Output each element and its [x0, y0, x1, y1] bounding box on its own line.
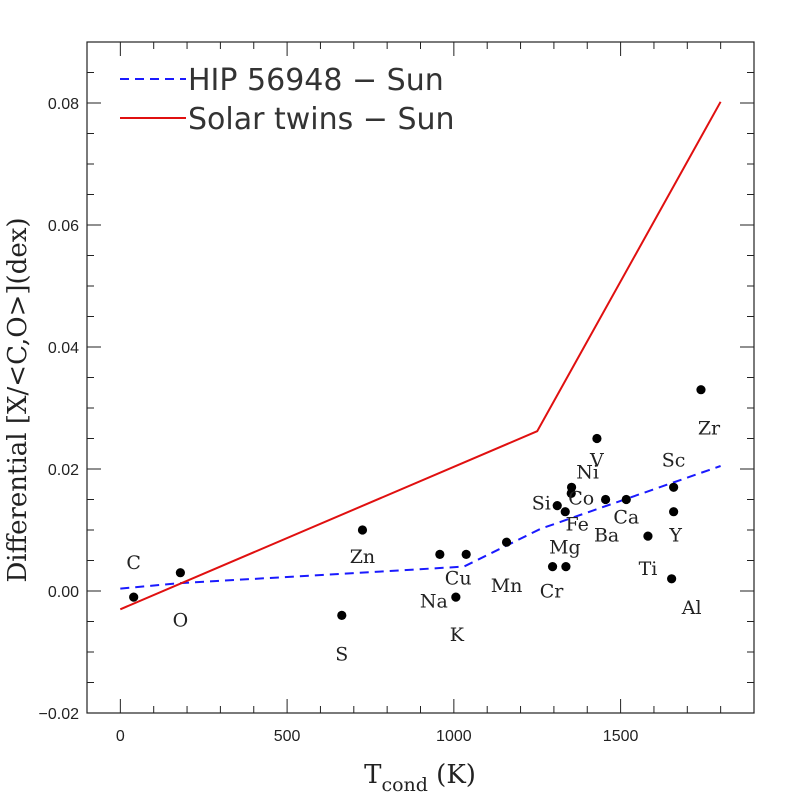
x-axis-title: Tcond (K) [364, 760, 476, 796]
x-tick-label: 500 [274, 728, 301, 745]
data-points: C O S Zn NaK Cu Mn Cr Mg Si Fe Co Ni Ba V Ca Ti Sc Y Al Zr [126, 385, 721, 665]
point-label-co: Co [568, 487, 594, 509]
data-point-zr [696, 385, 706, 395]
point-label-mg: Mg [549, 537, 581, 559]
point-label-y: Y [668, 525, 682, 547]
data-point-o [175, 568, 185, 578]
data-point-fe [560, 507, 570, 517]
legend-label: Solar twins − Sun [188, 102, 455, 137]
y-tick-label: 0.08 [48, 96, 79, 113]
point-label-cu: Cu [445, 567, 472, 589]
legend: HIP 56948 − Sun Solar twins − Sun [120, 63, 455, 137]
x-tick-label: 1000 [436, 728, 472, 745]
point-label-na: Na [420, 590, 448, 612]
series-lines [119, 101, 722, 611]
point-label-ni: Ni [576, 461, 599, 483]
data-point-s [337, 610, 347, 621]
point-label-ba: Ba [594, 525, 619, 547]
data-point-na [435, 549, 445, 560]
data-point-zn [357, 525, 368, 535]
point-label-k: K [450, 624, 465, 646]
data-point-v [592, 433, 602, 444]
y-tick-label: 0.04 [48, 340, 79, 357]
x-tick-label: 1500 [603, 728, 639, 745]
data-point-y [669, 507, 679, 517]
y-tick-label: 0.06 [48, 218, 79, 235]
point-label-si: Si [532, 493, 551, 515]
point-label-v: V [589, 450, 604, 472]
data-point-cu [461, 549, 471, 560]
data-point-mn [501, 537, 512, 547]
data-point-cr [547, 562, 558, 572]
x-axis: 0 500 1000 1500 [86, 42, 755, 745]
data-point-k [451, 592, 461, 602]
point-label-cr: Cr [540, 581, 565, 603]
point-label-mn: Mn [491, 575, 523, 597]
y-tick-label: 0.00 [48, 584, 79, 601]
point-label-zn: Zn [350, 546, 375, 568]
point-label-al: Al [681, 597, 702, 619]
series-line-solar-twins [119, 101, 722, 611]
point-label-ti: Ti [639, 558, 658, 580]
data-point-ba [600, 494, 611, 505]
data-point-mg [561, 562, 571, 572]
point-label-ca: Ca [613, 507, 639, 529]
data-point-ti [643, 531, 653, 541]
x-tick-label: 0 [116, 728, 125, 745]
legend-label: HIP 56948 − Sun [188, 63, 444, 98]
y-tick-label: −0.02 [39, 706, 80, 723]
point-label-zr: Zr [698, 418, 721, 440]
point-label-sc: Sc [662, 449, 686, 471]
data-point-ca [621, 494, 631, 505]
data-point-ni [566, 482, 577, 492]
data-point-sc [669, 482, 679, 492]
data-point-si [552, 501, 562, 511]
point-label-o: O [173, 610, 189, 632]
series-line-hip56948 [120, 465, 721, 590]
point-label-s: S [335, 643, 348, 665]
point-label-c: C [126, 552, 141, 574]
data-point-c [129, 592, 139, 602]
y-axis-title: Differential [X/<C,O>](dex) [3, 217, 33, 582]
y-axis: −0.02 0.00 0.02 0.04 0.06 0.08 [39, 41, 754, 723]
data-point-al [667, 574, 677, 584]
y-tick-label: 0.02 [48, 462, 79, 479]
point-label-fe: Fe [566, 514, 589, 536]
